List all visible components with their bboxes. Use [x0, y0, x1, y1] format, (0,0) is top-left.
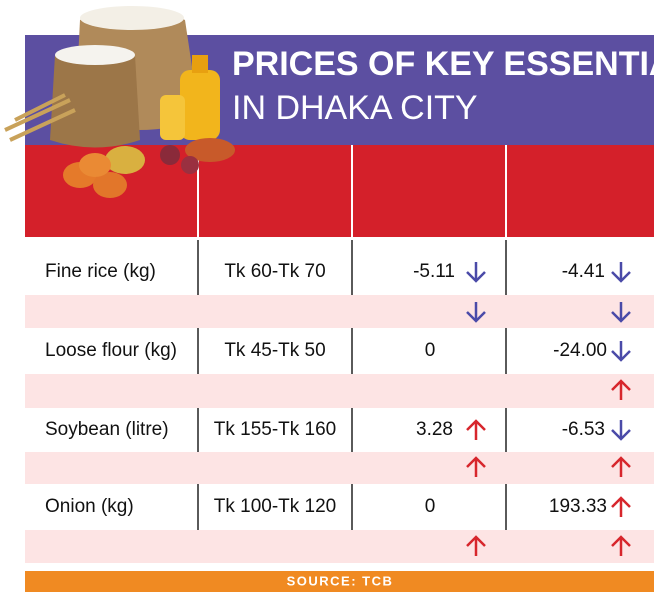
column-dividers: [197, 240, 507, 530]
price: Tk 60-Tk 70: [224, 261, 325, 282]
change: -4.41: [562, 261, 605, 282]
change: 3.28: [416, 419, 453, 440]
source: SOURCE: TCB: [287, 573, 394, 588]
change: 193.33: [549, 496, 607, 517]
price: Tk 45-Tk 50: [224, 340, 325, 361]
table-body: Fine rice (kg) Tk 60-Tk 70 -5.11 -4.41 L…: [45, 261, 607, 517]
change: -24.00: [553, 340, 607, 361]
change: 0: [425, 496, 436, 517]
row-bands: [25, 295, 654, 563]
price: Tk 100-Tk 120: [214, 496, 337, 517]
title: PRICES OF KEY ESSENTIALS: [232, 45, 654, 83]
price: Tk 155-Tk 160: [214, 419, 337, 440]
change: -5.11: [413, 261, 455, 282]
item: Loose flour (kg): [45, 340, 177, 361]
footer-band: [25, 571, 654, 592]
subtitle: IN DHAKA CITY: [232, 89, 478, 127]
food-illustration: [4, 6, 235, 198]
item: Fine rice (kg): [45, 261, 156, 282]
change: 0: [425, 340, 436, 361]
change: -6.53: [562, 419, 605, 440]
item: Onion (kg): [45, 496, 134, 517]
item: Soybean (litre): [45, 419, 169, 440]
